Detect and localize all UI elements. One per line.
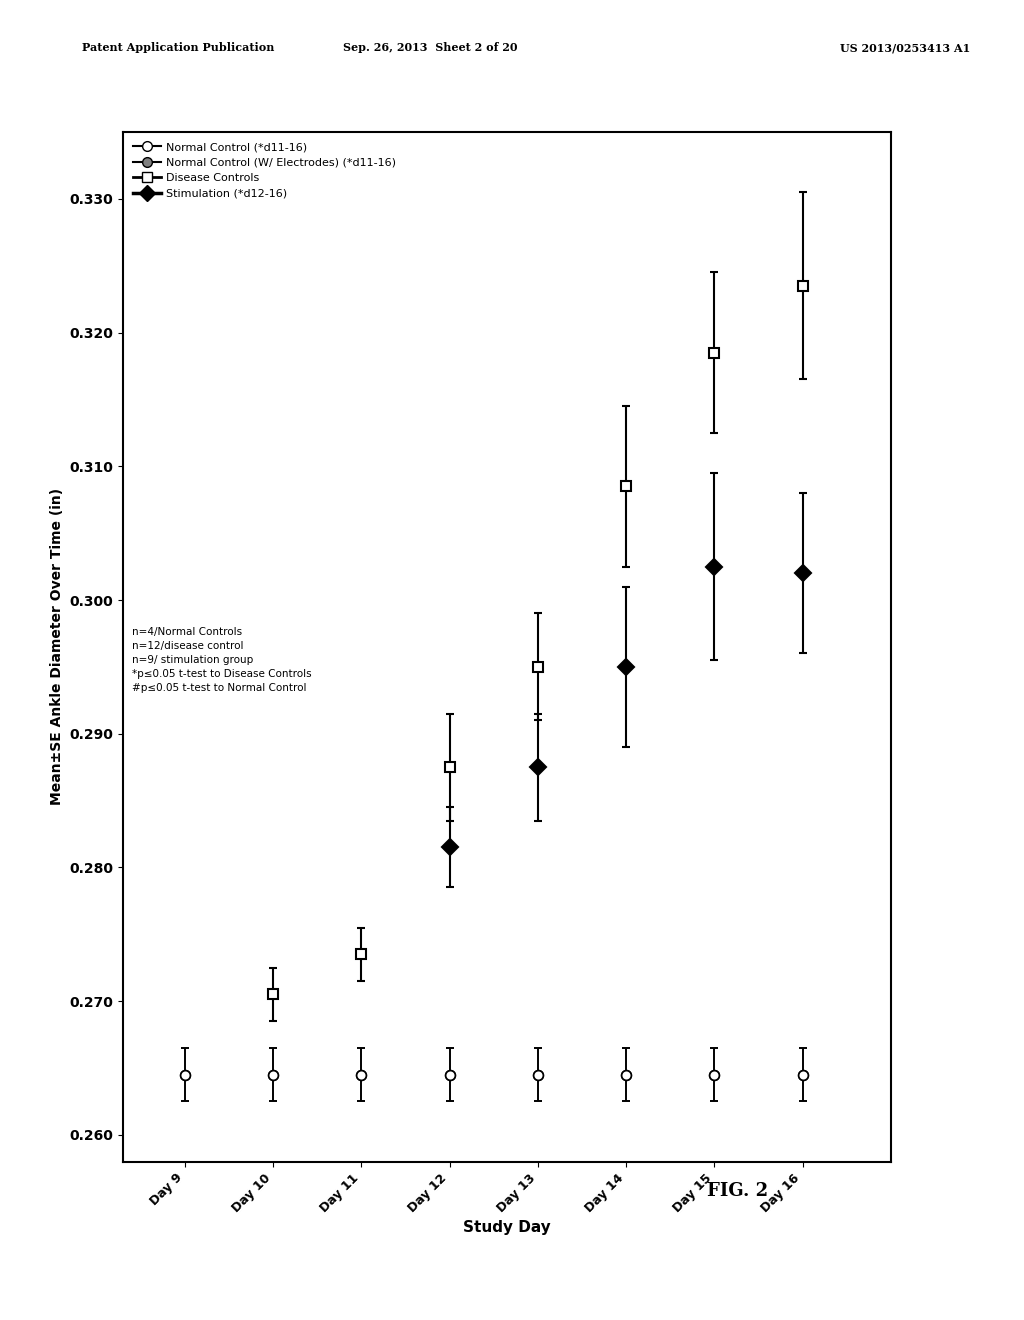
Text: Sep. 26, 2013  Sheet 2 of 20: Sep. 26, 2013 Sheet 2 of 20 [343,42,517,53]
Text: US 2013/0253413 A1: US 2013/0253413 A1 [840,42,970,53]
Text: n=4/Normal Controls
n=12/disease control
n=9/ stimulation group
*p≤0.05 t-test t: n=4/Normal Controls n=12/disease control… [132,627,311,693]
Legend: Normal Control (*d11-16), Normal Control (W/ Electrodes) (*d11-16), Disease Cont: Normal Control (*d11-16), Normal Control… [128,137,400,203]
X-axis label: Study Day: Study Day [463,1220,551,1236]
Text: Patent Application Publication: Patent Application Publication [82,42,274,53]
Y-axis label: Mean±SE Ankle Diameter Over Time (in): Mean±SE Ankle Diameter Over Time (in) [49,488,63,805]
Text: FIG. 2: FIG. 2 [707,1181,768,1200]
